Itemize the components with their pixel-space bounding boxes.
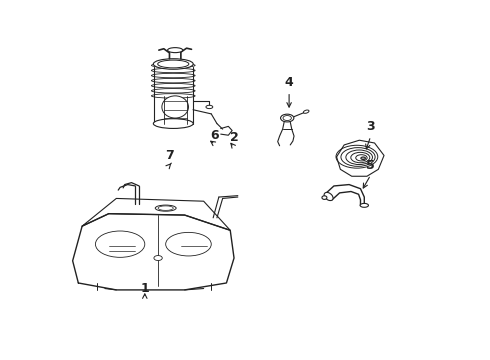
Ellipse shape	[158, 206, 173, 210]
Ellipse shape	[303, 110, 309, 113]
Ellipse shape	[158, 60, 189, 68]
Text: 6: 6	[211, 129, 220, 141]
Ellipse shape	[322, 196, 327, 199]
Ellipse shape	[324, 192, 333, 201]
Ellipse shape	[168, 48, 183, 53]
Text: 2: 2	[230, 131, 239, 144]
Ellipse shape	[153, 59, 193, 69]
Polygon shape	[73, 214, 234, 290]
Text: 4: 4	[285, 76, 294, 89]
Ellipse shape	[206, 105, 213, 109]
Ellipse shape	[360, 203, 368, 207]
Ellipse shape	[281, 114, 294, 122]
Text: 3: 3	[367, 120, 375, 133]
Ellipse shape	[154, 256, 162, 261]
Polygon shape	[82, 198, 230, 230]
Text: 5: 5	[367, 159, 375, 172]
Ellipse shape	[153, 119, 193, 129]
Ellipse shape	[361, 157, 366, 159]
Text: 1: 1	[141, 283, 149, 296]
Ellipse shape	[155, 205, 176, 211]
Ellipse shape	[162, 96, 189, 118]
Ellipse shape	[283, 116, 292, 121]
Text: 7: 7	[165, 149, 174, 162]
